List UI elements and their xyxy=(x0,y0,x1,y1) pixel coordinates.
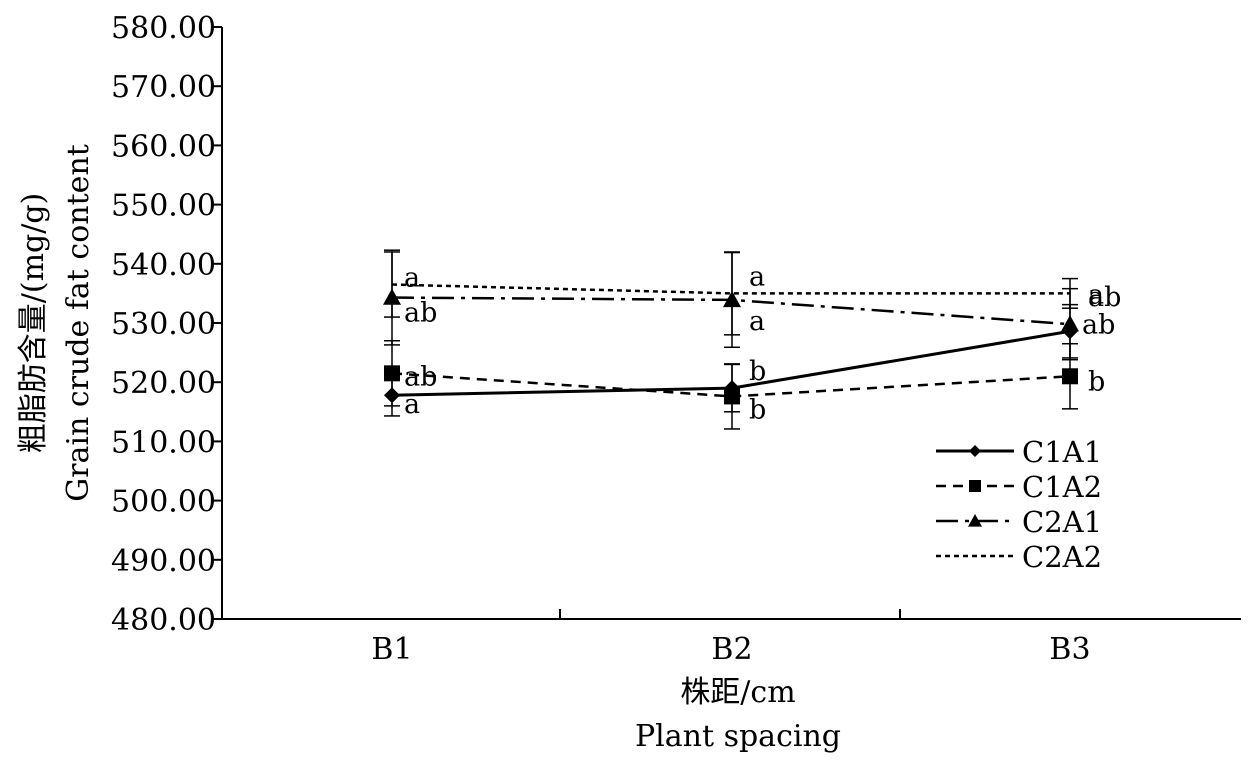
significance-label: ab xyxy=(1082,309,1115,340)
significance-label: a xyxy=(749,261,765,292)
legend-item-C1A2: C1A2 xyxy=(936,470,1102,504)
significance-label: a xyxy=(1088,279,1104,310)
marker-square xyxy=(724,388,740,405)
legend-label: C1A2 xyxy=(1022,470,1102,504)
x-ticks: B1 B2 B3 xyxy=(371,609,1091,667)
significance-label: b xyxy=(749,394,766,425)
legend-item-C2A1: C2A1 xyxy=(936,505,1102,539)
significance-label: ab xyxy=(1088,282,1121,313)
significance-label: b xyxy=(1088,366,1105,397)
y-ticks: 480.00 490.00 500.00 510.00 520.00 530.00 540.… xyxy=(111,11,222,638)
x-tick-label: B1 xyxy=(371,632,412,667)
legend-label: C1A1 xyxy=(1022,435,1102,469)
y-axis-title-zh: 粗脂肪含量/(mg/g) xyxy=(16,193,51,453)
legend-label: C2A1 xyxy=(1022,505,1102,539)
y-tick-label: 550.00 xyxy=(111,189,216,224)
marker-square xyxy=(1062,368,1078,385)
significance-label: a xyxy=(749,306,765,337)
y-tick-label: 580.00 xyxy=(111,11,216,46)
marker-triangle xyxy=(1061,315,1079,332)
significance-label: b xyxy=(749,356,766,387)
series-line xyxy=(391,283,1070,295)
marker-diamond xyxy=(969,445,981,457)
x-axis-title-en: Plant spacing xyxy=(635,719,841,754)
y-tick-label: 500.00 xyxy=(111,485,216,520)
x-tick-label: B2 xyxy=(711,632,752,667)
x-tick-label: B3 xyxy=(1049,632,1090,667)
legend-label: C2A2 xyxy=(1022,540,1102,574)
y-tick-label: 520.00 xyxy=(111,366,216,401)
x-axis-title-zh: 株距/cm xyxy=(680,675,795,710)
y-tick-label: 530.00 xyxy=(111,307,216,342)
y-tick-label: 540.00 xyxy=(111,248,216,283)
significance-label: a xyxy=(404,263,420,294)
marker-square xyxy=(969,480,981,492)
marker-triangle xyxy=(968,514,982,527)
significance-label: ab xyxy=(404,298,437,329)
y-tick-label: 560.00 xyxy=(111,129,216,164)
legend-item-C1A1: C1A1 xyxy=(936,435,1102,469)
y-tick-label: 510.00 xyxy=(111,425,216,460)
series-C2A2: a aa xyxy=(384,251,1104,336)
marker-square xyxy=(384,365,400,382)
y-tick-label: 490.00 xyxy=(111,544,216,579)
y-tick-label: 480.00 xyxy=(111,603,216,638)
y-axis-title-en: Grain crude fat content xyxy=(61,144,96,502)
y-tick-label: 570.00 xyxy=(111,70,216,105)
significance-label: ab xyxy=(404,361,437,392)
legend-item-C2A2: C2A2 xyxy=(936,540,1102,574)
significance-label: a xyxy=(404,389,420,420)
